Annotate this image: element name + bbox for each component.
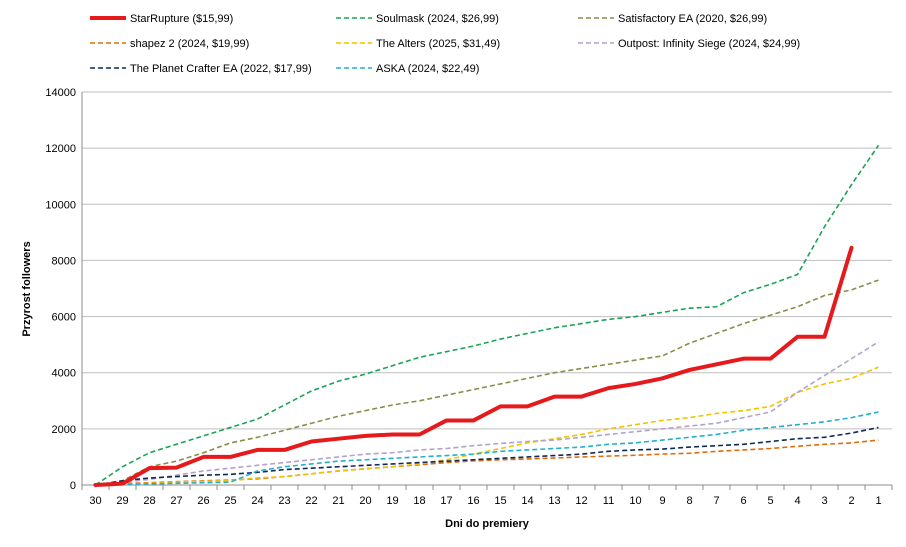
- series-line-4: [95, 366, 879, 486]
- x-tick-label: 29: [116, 495, 128, 507]
- x-tick-label: 4: [794, 495, 800, 507]
- y-axis-title: Przyrost followers: [21, 241, 33, 336]
- y-tick-label: 8000: [52, 255, 76, 267]
- x-tick-label: 10: [629, 495, 641, 507]
- y-tick-label: 14000: [45, 87, 76, 99]
- y-tick-label: 0: [70, 480, 76, 492]
- x-tick-label: 11: [603, 495, 614, 507]
- series-line-6: [95, 426, 879, 486]
- x-tick-label: 8: [686, 495, 692, 507]
- x-tick-label: 30: [89, 495, 101, 507]
- x-tick-label: 26: [197, 495, 209, 507]
- x-tick-label: 25: [224, 495, 236, 507]
- axes: [81, 92, 893, 490]
- legend-label: ASKA (2024, $22,49): [376, 63, 479, 75]
- x-tick-label: 1: [875, 495, 881, 507]
- x-tick-label: 21: [332, 495, 344, 507]
- y-tick-label: 10000: [45, 199, 76, 211]
- series-line-1: [95, 144, 880, 486]
- x-axis-title: Dni do premiery: [445, 518, 530, 530]
- x-tick-label: 27: [170, 495, 182, 507]
- x-tick-label: 17: [440, 495, 452, 507]
- legend-label: StarRupture ($15,99): [130, 13, 233, 25]
- x-tick-label: 23: [278, 495, 290, 507]
- x-tick-label: 22: [305, 495, 317, 507]
- x-tick-label: 24: [251, 495, 263, 507]
- y-tick-label: 12000: [45, 143, 76, 155]
- y-tick-label: 2000: [52, 424, 76, 436]
- legend-label: shapez 2 (2024, $19,99): [130, 38, 249, 50]
- y-tick-label: 6000: [52, 312, 76, 324]
- x-tick-label: 28: [143, 495, 155, 507]
- series-line-2: [95, 279, 879, 486]
- x-tick-label: 5: [767, 495, 773, 507]
- series-line-5: [95, 341, 879, 486]
- x-tick-label: 20: [359, 495, 371, 507]
- x-tick-label: 16: [467, 495, 479, 507]
- x-tick-label: 18: [413, 495, 425, 507]
- legend-label: Soulmask (2024, $26,99): [376, 13, 499, 25]
- x-tick-label: 19: [386, 495, 398, 507]
- series-line-0: [93, 245, 854, 487]
- x-tick-label: 13: [548, 495, 560, 507]
- x-tick-label: 6: [740, 495, 746, 507]
- x-tick-label: 15: [494, 495, 506, 507]
- legend-label: The Planet Crafter EA (2022, $17,99): [130, 63, 312, 75]
- legend-label: The Alters (2025, $31,49): [376, 38, 500, 50]
- series-line-7: [95, 411, 879, 486]
- x-tick-label: 7: [713, 495, 719, 507]
- legend: StarRupture ($15,99) Soulmask (2024, $26,…: [90, 13, 800, 75]
- x-tick-label: 12: [575, 495, 587, 507]
- x-tick-label: 2: [848, 495, 854, 507]
- y-tick-label: 4000: [52, 368, 76, 380]
- legend-label: Outpost: Infinity Siege (2024, $24,99): [618, 38, 800, 50]
- series-layer: [93, 144, 880, 487]
- x-tick-label: 14: [521, 495, 533, 507]
- x-tick-label: 3: [821, 495, 827, 507]
- x-tick-label: 9: [659, 495, 665, 507]
- legend-label: Satisfactory EA (2020, $26,99): [618, 13, 767, 25]
